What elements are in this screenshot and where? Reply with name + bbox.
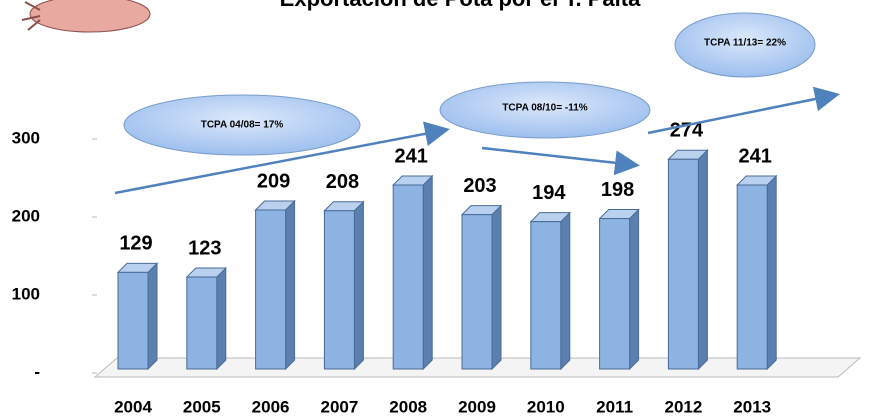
annotation: TCPA 08/10= -11% xyxy=(502,103,587,114)
bar xyxy=(324,211,354,369)
bar-side xyxy=(148,263,157,369)
bar-side xyxy=(767,176,776,369)
y-tick-label: 100 xyxy=(12,284,40,303)
bar-side xyxy=(630,210,639,369)
annotation: TCPA 04/08= 17% xyxy=(201,120,284,131)
x-tick-label: 2010 xyxy=(527,397,565,416)
y-tick-label: - xyxy=(34,362,40,381)
x-tick-label: 2004 xyxy=(114,397,152,416)
bar xyxy=(600,219,630,369)
bar xyxy=(393,185,423,369)
bar-side xyxy=(423,176,432,369)
bar xyxy=(668,159,698,369)
bar xyxy=(256,210,286,369)
annotations: TCPA 04/08= 17% TCPA 08/10= -11% TCPA 11… xyxy=(115,13,835,193)
x-tick-label: 2009 xyxy=(458,397,496,416)
value-label: 241 xyxy=(395,145,428,167)
x-tick-label: 2012 xyxy=(664,397,702,416)
bar-side xyxy=(698,150,707,369)
value-label: 209 xyxy=(257,170,290,192)
x-tick-label: 2008 xyxy=(389,397,427,416)
value-label: 203 xyxy=(463,175,496,197)
chart: Exportación de Pota por el T. Paita - 100… xyxy=(0,0,893,418)
y-tick-label: 300 xyxy=(12,128,40,147)
annotation: TCPA 11/13= 22% xyxy=(704,38,786,49)
y-tick-label: 200 xyxy=(12,206,40,225)
bar-side xyxy=(561,213,570,369)
value-label: 129 xyxy=(119,233,152,255)
bar xyxy=(462,215,492,369)
arrow xyxy=(482,148,635,165)
bar xyxy=(737,185,767,369)
bar-side xyxy=(354,202,363,369)
x-tick-label: 2005 xyxy=(183,397,221,416)
value-label: 123 xyxy=(188,237,221,259)
value-label: 208 xyxy=(326,171,359,193)
bar xyxy=(531,222,561,369)
x-tick-label: 2006 xyxy=(252,397,290,416)
bar-side xyxy=(286,201,295,369)
x-tick-label: 2013 xyxy=(733,397,771,416)
value-label: 198 xyxy=(601,179,634,201)
x-tick-label: 2007 xyxy=(320,397,358,416)
bar-side xyxy=(492,206,501,369)
squid-icon xyxy=(22,0,150,32)
x-tick-label: 2011 xyxy=(596,397,633,416)
arrow xyxy=(648,95,835,133)
bar xyxy=(118,272,148,369)
bar-side xyxy=(217,268,226,369)
bar xyxy=(187,277,217,369)
value-label: 194 xyxy=(532,182,566,204)
value-label: 241 xyxy=(739,145,772,167)
chart-title: Exportación de Pota por el T. Paita xyxy=(280,0,641,11)
